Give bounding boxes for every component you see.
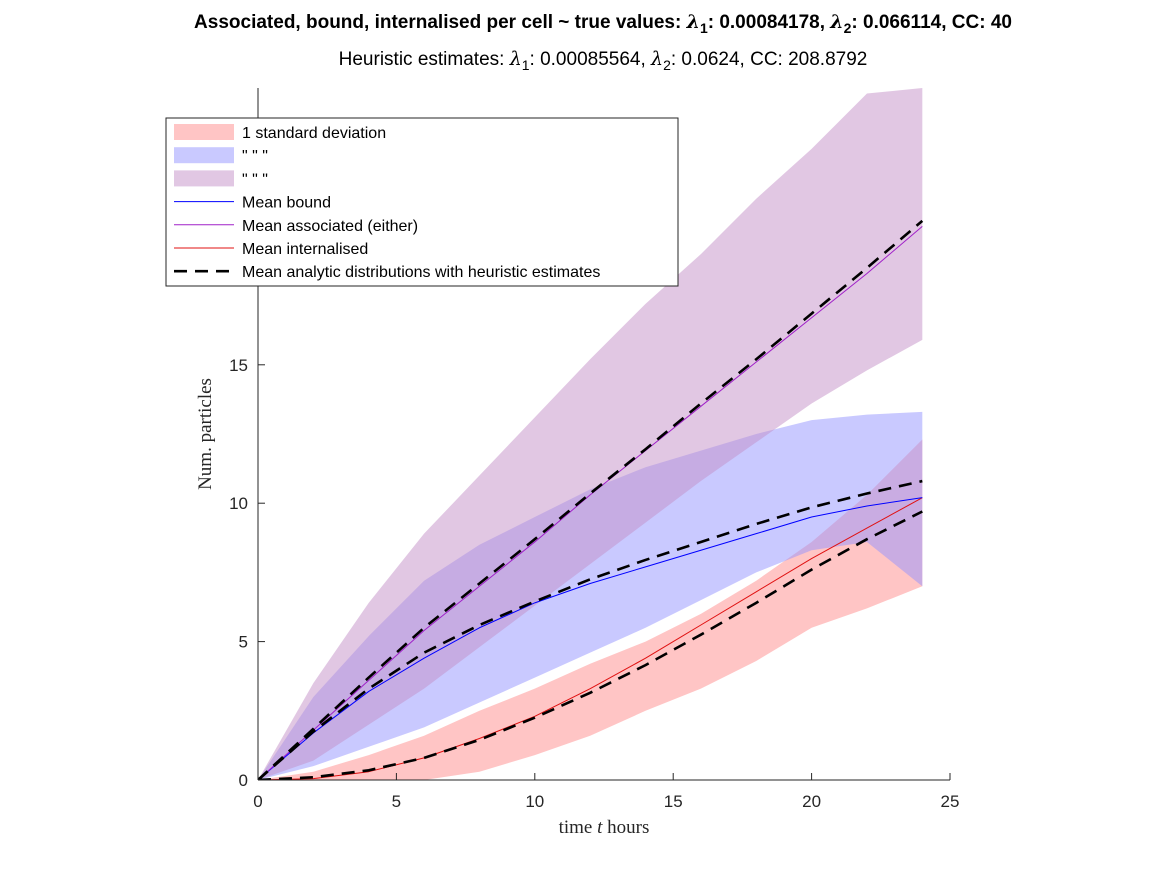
y-ticks: 0 5 10 15 xyxy=(229,356,265,790)
y-tick-label: 0 xyxy=(239,771,248,790)
x-tick-label: 0 xyxy=(253,792,262,811)
legend-label: Mean associated (either) xyxy=(242,218,418,235)
legend-label: Mean analytic distributions with heurist… xyxy=(242,264,600,281)
legend-label: Mean internalised xyxy=(242,241,368,258)
x-tick-label: 5 xyxy=(392,792,401,811)
x-ticks: 0 5 10 15 20 25 xyxy=(253,773,959,811)
std-band-3 xyxy=(258,88,923,780)
x-tick-label: 20 xyxy=(802,792,821,811)
std-band-1 xyxy=(258,439,923,780)
mean-line-2 xyxy=(258,497,923,780)
x-tick-label: 10 xyxy=(525,792,544,811)
legend-label: Mean bound xyxy=(242,195,331,212)
analytic-mean-line-4 xyxy=(258,510,923,780)
chart-title: Associated, bound, internalised per cell… xyxy=(194,11,1012,36)
legend-swatch xyxy=(174,124,234,140)
legend-label: " " " xyxy=(242,171,268,188)
mean-line-3 xyxy=(258,226,923,780)
std-bands xyxy=(258,88,923,780)
plot-area xyxy=(258,88,924,780)
analytic-mean-line-6 xyxy=(258,219,924,780)
mean-lines xyxy=(258,219,924,780)
y-tick-label: 15 xyxy=(229,356,248,375)
y-tick-label: 5 xyxy=(239,633,248,652)
y-tick-label: 10 xyxy=(229,494,248,513)
y-axis-label: Num. particles xyxy=(195,378,216,490)
legend-swatch xyxy=(174,147,234,164)
x-axis-label: time t hours xyxy=(559,817,650,838)
legend-box xyxy=(165,117,679,287)
legend: 1 standard deviation " " " " " " Mean bound… xyxy=(165,117,679,287)
legend-swatch xyxy=(174,170,234,187)
legend-label: 1 standard deviation xyxy=(242,125,386,142)
legend-label: " " " xyxy=(242,148,268,165)
axes: 0 5 10 15 20 25 0 5 10 15 xyxy=(229,88,959,811)
x-tick-label: 15 xyxy=(664,792,683,811)
chart-subtitle: Heuristic estimates: λ1: 0.00085564, λ2:… xyxy=(339,48,868,73)
x-tick-label: 25 xyxy=(941,792,960,811)
mean-line-1 xyxy=(258,497,923,780)
legend-items: 1 standard deviation " " " " " " Mean bound… xyxy=(174,124,600,281)
